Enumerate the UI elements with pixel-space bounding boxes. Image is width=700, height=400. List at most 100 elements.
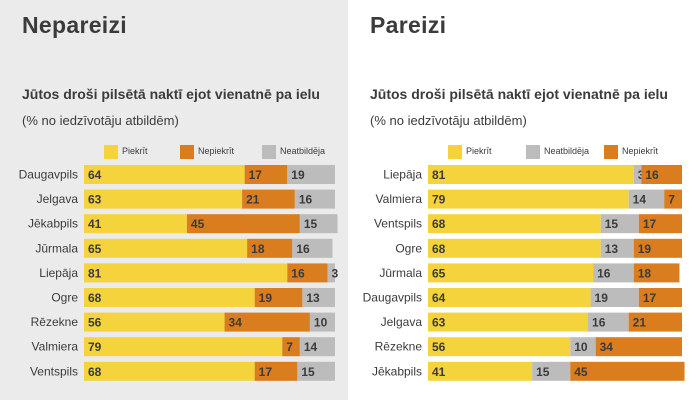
data-label: 65 <box>432 266 446 280</box>
data-label: 64 <box>88 168 102 182</box>
stacked-bar-chart: Daugavpils 64 17 19 Jelgava 63 21 16 Jēkabpils 41… <box>19 165 338 381</box>
legend-swatch <box>262 145 276 159</box>
bar-row: Jūrmala 65 16 18 <box>379 263 680 283</box>
bar-segment-piekrit <box>428 361 533 381</box>
bar-segment-neatbildeja <box>633 165 642 184</box>
bar-segment-piekrit <box>84 361 255 381</box>
data-label: 16 <box>645 168 659 182</box>
bar-segment-nepiekrit <box>224 312 310 332</box>
bar-segment-nepiekrit <box>242 189 295 209</box>
bar-segment-nepiekrit <box>254 361 298 381</box>
bar-segment-nepiekrit <box>633 263 680 283</box>
bar-row: Rēzekne 56 10 34 <box>375 337 682 357</box>
bar-row: Jelgava 63 21 16 <box>37 189 335 209</box>
data-label: 45 <box>191 217 205 231</box>
bar-segment-nepiekrit <box>664 189 682 209</box>
category-label: Jelgava <box>381 315 423 329</box>
bar-segment-piekrit <box>428 165 634 184</box>
data-label: 16 <box>597 266 611 280</box>
bar-row: Liepāja 81 3 16 <box>383 165 682 184</box>
legend-label: Piekrīt <box>122 146 148 156</box>
legend-swatch <box>104 145 118 159</box>
data-label: 68 <box>432 217 446 231</box>
data-label: 41 <box>88 217 102 231</box>
legend-label: Piekrīt <box>466 146 492 156</box>
category-label: Ventspils <box>30 364 78 378</box>
data-label: 17 <box>643 291 657 305</box>
bar-segment-nepiekrit <box>641 165 682 184</box>
bar-segment-piekrit <box>428 312 589 332</box>
bar-segment-piekrit <box>84 238 248 258</box>
bar-segment-nepiekrit <box>254 288 303 307</box>
data-label: 68 <box>88 365 102 379</box>
bar-row: Ventspils 68 15 17 <box>374 214 682 234</box>
category-label: Daugavpils <box>363 291 422 305</box>
bar-segment-piekrit <box>428 288 591 307</box>
category-label: Daugavpils <box>19 168 78 182</box>
bar-row: Jūrmala 65 18 16 <box>35 238 333 258</box>
chart-subtitle: (% no iedzīvotāju atbildēm) <box>370 113 527 128</box>
bar-segment-piekrit <box>84 312 225 332</box>
bar-segment-nepiekrit <box>633 238 682 258</box>
bar-segment-neatbildeja <box>302 288 335 307</box>
data-label: 14 <box>633 193 647 207</box>
bar-segment-nepiekrit <box>570 361 685 381</box>
legend-swatch <box>526 145 540 159</box>
bar-segment-neatbildeja <box>292 238 333 258</box>
bar-segment-piekrit <box>84 288 255 307</box>
category-label: Jēkabpils <box>372 364 422 378</box>
data-label: 64 <box>432 291 446 305</box>
data-label: 63 <box>88 193 102 207</box>
data-label: 65 <box>88 242 102 256</box>
data-label: 21 <box>246 193 260 207</box>
panel-heading: Nepareizi <box>22 12 127 38</box>
data-label: 79 <box>88 340 102 354</box>
data-label: 19 <box>638 242 652 256</box>
data-label: 3 <box>331 266 338 280</box>
data-label: 16 <box>299 193 313 207</box>
bar-segment-piekrit <box>428 337 571 357</box>
legend-label: Nepiekrīt <box>198 146 235 156</box>
bar-segment-nepiekrit <box>638 214 682 234</box>
bar-row: Jelgava 63 16 21 <box>381 312 682 332</box>
bar-segment-nepiekrit <box>282 337 300 357</box>
category-label: Jēkabpils <box>28 217 78 231</box>
bar-segment-piekrit <box>84 165 245 184</box>
category-label: Valmiera <box>376 192 423 206</box>
bar-segment-piekrit <box>84 263 288 283</box>
data-label: 56 <box>88 316 102 330</box>
legend-swatch <box>180 145 194 159</box>
bar-segment-neatbildeja <box>532 361 571 381</box>
category-label: Valmiera <box>32 340 79 354</box>
bar-segment-neatbildeja <box>299 337 335 357</box>
bar-row: Daugavpils 64 19 17 <box>363 288 682 307</box>
bar-segment-nepiekrit <box>638 288 682 307</box>
legend-label: Neatbildēja <box>544 146 590 156</box>
panel-heading: Pareizi <box>370 12 447 38</box>
bar-row: Liepāja 81 16 3 <box>39 263 338 283</box>
data-label: 13 <box>605 242 619 256</box>
bar-segment-neatbildeja <box>628 189 665 209</box>
data-label: 34 <box>229 316 243 330</box>
bar-segment-nepiekrit <box>244 165 288 184</box>
data-label: 45 <box>574 365 588 379</box>
data-label: 15 <box>301 365 315 379</box>
bar-row: Valmiera 79 7 14 <box>32 337 335 357</box>
chart-title: Jūtos droši pilsētā naktī ejot vienatnē … <box>22 86 320 102</box>
legend-label: Nepiekrīt <box>622 146 659 156</box>
bar-segment-neatbildeja <box>600 238 634 258</box>
bar-segment-nepiekrit <box>287 263 328 283</box>
data-label: 7 <box>286 340 293 354</box>
bar-segment-piekrit <box>428 189 629 209</box>
chart-title: Jūtos droši pilsētā naktī ejot vienatnē … <box>370 86 668 102</box>
bar-row: Daugavpils 64 17 19 <box>19 165 335 184</box>
data-label: 68 <box>432 242 446 256</box>
data-label: 19 <box>595 291 609 305</box>
data-label: 15 <box>304 217 318 231</box>
bar-segment-nepiekrit <box>247 238 293 258</box>
data-label: 15 <box>605 217 619 231</box>
data-label: 16 <box>296 242 310 256</box>
bar-row: Ogre 68 19 13 <box>51 288 335 307</box>
bar-segment-neatbildeja <box>590 288 639 307</box>
data-label: 21 <box>633 316 647 330</box>
